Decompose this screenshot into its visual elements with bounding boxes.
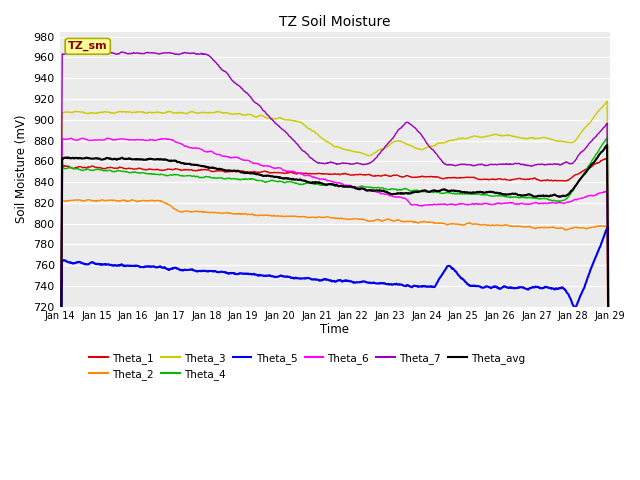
Theta_5	[369, 280, 376, 286]
Theta_1	[301, 171, 308, 177]
Theta_7	[121, 49, 129, 55]
Theta_avg	[310, 180, 318, 186]
Line: Theta_avg: Theta_avg	[60, 145, 610, 480]
Theta_5	[310, 276, 318, 282]
Theta_2	[369, 218, 377, 224]
Theta_7	[289, 137, 297, 143]
Line: Theta_2: Theta_2	[60, 200, 610, 480]
Theta_6	[369, 188, 377, 194]
Theta_6	[104, 135, 111, 141]
Theta_avg	[99, 156, 106, 162]
Theta_4	[310, 181, 318, 187]
Theta_6	[311, 174, 319, 180]
Theta_avg	[301, 178, 308, 183]
Theta_3	[289, 118, 297, 123]
Theta_1	[310, 171, 318, 177]
Theta_7	[301, 149, 308, 155]
Theta_7	[369, 158, 377, 164]
Title: TZ Soil Moisture: TZ Soil Moisture	[279, 15, 390, 29]
Text: TZ_sm: TZ_sm	[68, 41, 108, 51]
Theta_1	[99, 165, 106, 171]
Theta_4	[289, 180, 297, 185]
Theta_avg	[289, 176, 297, 182]
Theta_7	[118, 49, 125, 55]
Theta_3	[310, 129, 318, 134]
Theta_4	[369, 185, 376, 191]
Theta_3	[369, 151, 376, 157]
Line: Theta_5: Theta_5	[60, 227, 610, 480]
Line: Theta_7: Theta_7	[60, 52, 610, 480]
Theta_2	[85, 197, 93, 203]
Theta_6	[121, 136, 129, 142]
Theta_6	[99, 137, 106, 143]
Theta_avg	[121, 156, 129, 162]
Theta_2	[121, 198, 129, 204]
Theta_4	[301, 180, 308, 186]
Theta_4	[604, 135, 611, 141]
Line: Theta_6: Theta_6	[60, 138, 610, 480]
Theta_1	[369, 173, 376, 179]
Theta_3	[121, 109, 129, 115]
Line: Theta_3: Theta_3	[60, 101, 610, 480]
Theta_5	[121, 263, 129, 268]
Line: Theta_4: Theta_4	[60, 138, 610, 480]
Legend: Theta_1, Theta_2, Theta_3, Theta_4, Theta_5, Theta_6, Theta_7, Theta_avg: Theta_1, Theta_2, Theta_3, Theta_4, Thet…	[85, 348, 529, 384]
Theta_7	[311, 158, 319, 164]
Theta_5	[99, 262, 106, 267]
Theta_6	[301, 173, 308, 179]
Theta_3	[301, 122, 308, 128]
Theta_5	[604, 224, 612, 229]
Theta_4	[99, 167, 106, 173]
Theta_4	[121, 169, 129, 175]
X-axis label: Time: Time	[320, 323, 349, 336]
Theta_1	[289, 170, 297, 176]
Theta_7	[99, 50, 106, 56]
Theta_2	[301, 214, 308, 219]
Theta_3	[604, 98, 611, 104]
Theta_5	[289, 275, 297, 281]
Line: Theta_1: Theta_1	[60, 158, 610, 480]
Theta_1	[121, 166, 129, 171]
Theta_2	[289, 214, 297, 219]
Theta_6	[289, 168, 297, 174]
Theta_avg	[369, 188, 376, 193]
Theta_2	[311, 215, 319, 220]
Theta_3	[99, 109, 106, 115]
Y-axis label: Soil Moisture (mV): Soil Moisture (mV)	[15, 115, 28, 223]
Theta_5	[301, 276, 308, 281]
Theta_1	[604, 155, 611, 161]
Theta_2	[99, 197, 106, 203]
Theta_avg	[604, 142, 611, 148]
